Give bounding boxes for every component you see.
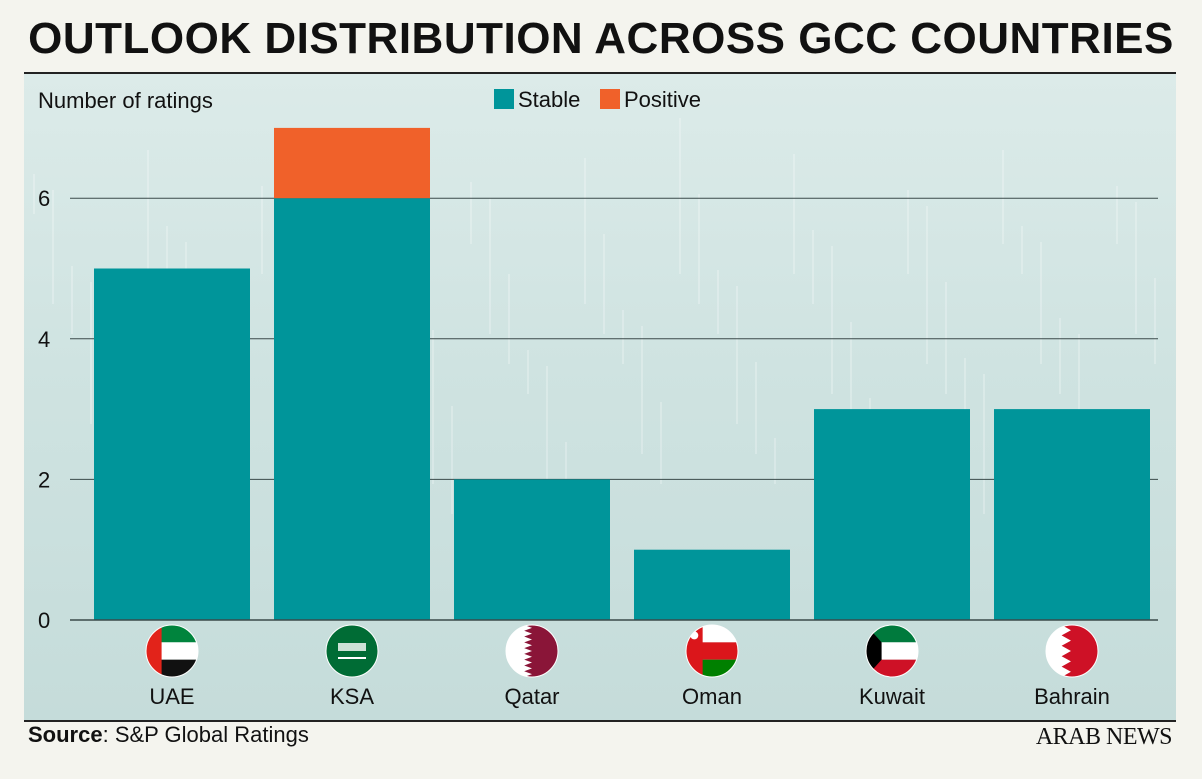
title-divider (24, 72, 1176, 74)
source-label: Source (28, 722, 103, 747)
uae-flag-icon (145, 624, 199, 678)
y-tick-label: 2 (38, 467, 50, 492)
legend-label-positive: Positive (624, 87, 701, 112)
footer-divider (24, 720, 1176, 722)
legend-swatch-positive (600, 89, 620, 109)
kuwait-flag-icon (865, 624, 919, 678)
legend-swatch-stable (494, 89, 514, 109)
x-tick-label: Kuwait (859, 684, 925, 709)
bar-bahrain-stable (994, 409, 1150, 620)
bar-chart: 0 2 4 6 Number of ratings Stable Positive UAE KS… (33, 87, 1158, 709)
y-axis-label: Number of ratings (38, 88, 213, 113)
x-tick-label: UAE (149, 684, 194, 709)
source-note: Source: S&P Global Ratings (28, 722, 309, 748)
bar-kuwait-stable (814, 409, 970, 620)
qatar-flag-icon (505, 624, 559, 678)
x-tick-label: Qatar (504, 684, 559, 709)
bahrain-flag-icon (1045, 624, 1099, 678)
ksa-flag-icon (325, 624, 379, 678)
bar-qatar-stable (454, 479, 610, 620)
oman-flag-icon (685, 624, 739, 678)
source-text: : S&P Global Ratings (102, 722, 309, 747)
bar-ksa-positive (274, 127, 430, 199)
x-tick-label: Oman (682, 684, 742, 709)
y-tick-label: 4 (38, 327, 50, 352)
bar-oman-stable (634, 549, 790, 620)
y-tick-label: 6 (38, 186, 50, 211)
chart-area: 0 2 4 6 Number of ratings Stable Positive UAE KS… (24, 74, 1176, 720)
bar-uae-stable (94, 268, 250, 620)
y-tick-label: 0 (38, 608, 50, 633)
legend-label-stable: Stable (518, 87, 580, 112)
bar-ksa-stable (274, 198, 430, 620)
x-tick-label: Bahrain (1034, 684, 1110, 709)
chart-title: OUTLOOK DISTRIBUTION ACROSS GCC COUNTRIE… (28, 14, 1174, 63)
x-tick-label: KSA (330, 684, 374, 709)
brand-logo: ARAB NEWS (1035, 724, 1173, 750)
